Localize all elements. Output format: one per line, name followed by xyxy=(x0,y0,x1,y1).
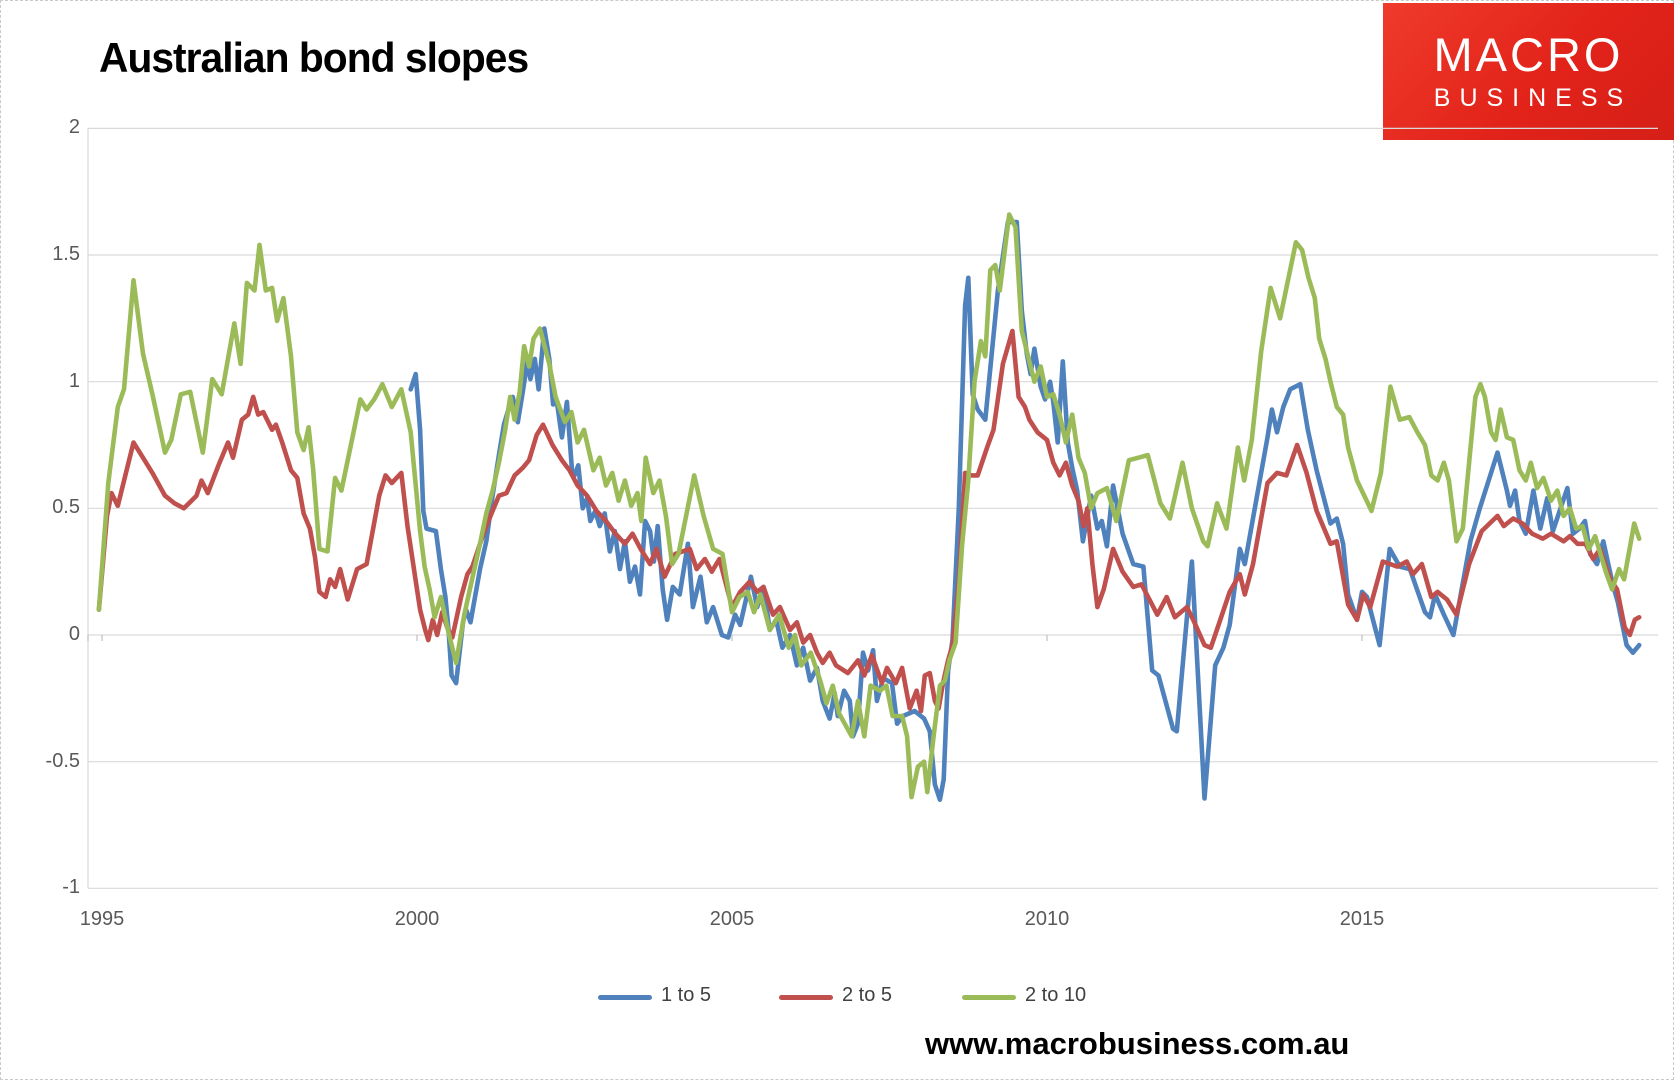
legend-item-2-to-10: 2 to 10 xyxy=(962,984,1086,1007)
x-tick-label-2010: 2010 xyxy=(1024,908,1070,930)
y-tick-label-2: 2 xyxy=(68,116,80,139)
legend-item-2-to-5: 2 to 5 xyxy=(779,984,892,1007)
legend-label-2-to-5: 2 to 5 xyxy=(842,984,893,1006)
series-line-2-to-10 xyxy=(96,212,1642,800)
logo-word-macro: MACRO xyxy=(1433,27,1624,81)
x-tick-label-2000: 2000 xyxy=(394,908,440,930)
x-tick-label-1995: 1995 xyxy=(79,908,125,930)
legend-swatch-2-to-5 xyxy=(779,994,833,1000)
y-tick-label--1: -1 xyxy=(62,876,80,899)
logo-word-business: BUSINESS xyxy=(1433,83,1633,112)
legend-swatch-2-to-10 xyxy=(962,994,1016,1000)
y-tick-label-0.5: 0.5 xyxy=(52,496,80,519)
y-tick-label-0: 0 xyxy=(68,623,80,645)
macrobusiness-logo: MACRO BUSINESS xyxy=(1383,3,1674,140)
chart-title: Australian bond slopes xyxy=(99,34,529,81)
series-line-2-to-5 xyxy=(96,328,1642,714)
legend-label-2-to-10: 2 to 10 xyxy=(1025,984,1087,1006)
x-tick-label-2005: 2005 xyxy=(709,908,755,930)
legend-item-1-to-5: 1 to 5 xyxy=(598,984,711,1007)
y-tick-label-1.5: 1.5 xyxy=(52,243,80,265)
legend-swatch-1-to-5 xyxy=(598,994,652,1000)
y-tick-label-1: 1 xyxy=(68,369,80,392)
x-tick-label-2015: 2015 xyxy=(1339,908,1385,930)
legend-label-1-to-5: 1 to 5 xyxy=(661,984,712,1006)
website-url: www.macrobusiness.com.au xyxy=(925,1026,1350,1061)
y-tick-label--0.5: -0.5 xyxy=(45,749,80,772)
